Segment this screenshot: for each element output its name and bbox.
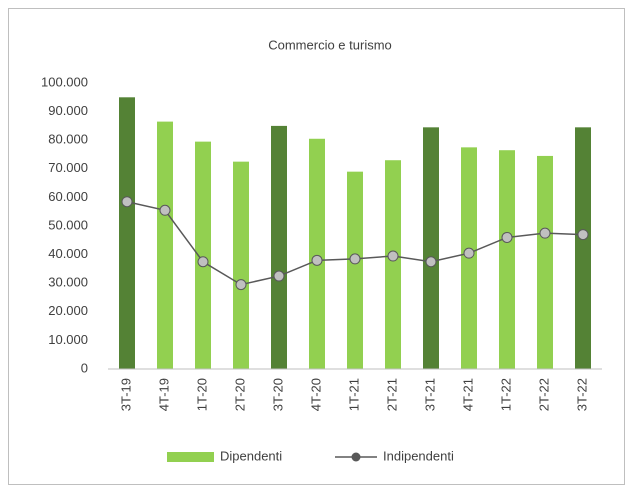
legend-symbol — [351, 452, 361, 462]
y-tick-label: 30.000 — [48, 275, 88, 290]
y-tick-label: 0 — [81, 360, 88, 375]
bar — [271, 125, 287, 370]
bar — [233, 161, 249, 369]
line-marker — [235, 279, 247, 291]
legend-symbol — [167, 452, 214, 462]
y-tick-label: 10.000 — [48, 332, 88, 347]
bar — [575, 127, 591, 369]
x-tick-label: 4T-20 — [308, 378, 323, 411]
bar — [347, 171, 363, 369]
bar — [423, 127, 439, 369]
x-tick-label: 3T-20 — [270, 378, 285, 411]
line-marker — [387, 250, 399, 262]
bar — [537, 155, 553, 369]
y-tick-label: 70.000 — [48, 160, 88, 175]
line-marker — [121, 196, 133, 208]
y-tick-label: 50.000 — [48, 217, 88, 232]
x-tick-label: 2T-20 — [232, 378, 247, 411]
x-tick-label: 2T-22 — [536, 378, 551, 411]
x-tick-label: 3T-21 — [422, 378, 437, 411]
x-tick-label: 1T-20 — [194, 378, 209, 411]
x-tick-label: 3T-19 — [118, 378, 133, 411]
line-marker — [159, 204, 171, 216]
x-tick-label: 2T-21 — [384, 378, 399, 411]
y-tick-label: 80.000 — [48, 132, 88, 147]
line-marker — [539, 227, 551, 239]
chart-title: Commercio e turismo — [268, 37, 392, 52]
bar — [385, 160, 401, 369]
y-tick-label: 20.000 — [48, 303, 88, 318]
line-marker — [501, 231, 513, 243]
y-tick-label: 60.000 — [48, 189, 88, 204]
line-marker — [197, 256, 209, 268]
bar — [499, 150, 515, 369]
line-marker — [463, 247, 475, 259]
bar — [157, 121, 173, 369]
line-marker — [349, 253, 361, 265]
bar — [119, 97, 135, 370]
x-tick-label: 3T-22 — [574, 378, 589, 411]
line-marker — [273, 270, 285, 282]
line-marker — [577, 229, 589, 241]
legend-label: Dipendenti — [220, 448, 282, 463]
bar — [309, 138, 325, 369]
bar — [195, 141, 211, 369]
x-tick-label: 4T-21 — [460, 378, 475, 411]
x-tick-label: 4T-19 — [156, 378, 171, 411]
y-tick-label: 40.000 — [48, 246, 88, 261]
legend-label: Indipendenti — [383, 448, 454, 463]
line-marker — [311, 254, 323, 266]
x-tick-label: 1T-21 — [346, 378, 361, 411]
x-tick-label: 1T-22 — [498, 378, 513, 411]
y-tick-label: 100.000 — [41, 74, 88, 89]
line-marker — [425, 256, 437, 268]
y-tick-label: 90.000 — [48, 103, 88, 118]
